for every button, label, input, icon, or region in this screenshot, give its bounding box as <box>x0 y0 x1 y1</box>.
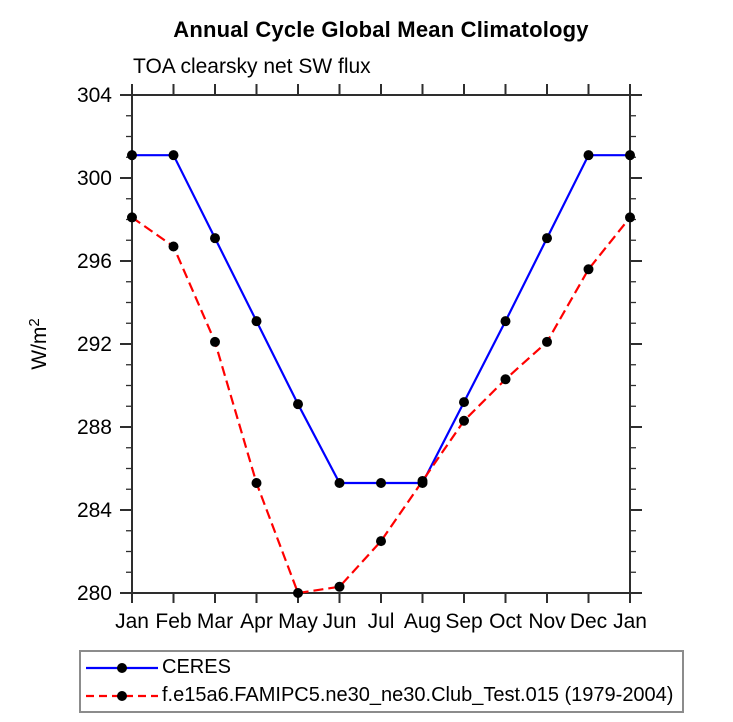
legend-item-model: f.e15a6.FAMIPC5.ne30_ne30.Club_Test.015 … <box>84 682 682 710</box>
x-tick-label: Apr <box>240 610 273 633</box>
data-point-series-1 <box>500 374 511 385</box>
x-tick-label: Dec <box>570 610 607 633</box>
series-line-0 <box>132 154 630 485</box>
legend: CERES f.e15a6.FAMIPC5.ne30_ne30.Club_Tes… <box>79 650 684 713</box>
y-tick-label: 288 <box>77 416 112 439</box>
x-tick-label: May <box>278 610 318 633</box>
y-tick-label: 292 <box>77 333 112 356</box>
legend-label-model: f.e15a6.FAMIPC5.ne30_ne30.Club_Test.015 … <box>162 684 674 706</box>
data-point-series-1 <box>625 212 635 223</box>
x-tick-label: Aug <box>404 610 441 633</box>
data-point-series-0 <box>334 478 345 489</box>
data-point-series-0 <box>293 399 303 410</box>
x-tick-label: Jan <box>115 610 149 633</box>
x-tick-label: Nov <box>528 610 566 633</box>
data-point-series-0 <box>542 233 552 244</box>
data-point-series-1 <box>251 478 262 489</box>
legend-line-sample-solid <box>86 662 158 673</box>
data-point-series-1 <box>459 415 469 426</box>
y-axis-label: W/m2 <box>26 318 51 370</box>
y-tick-label: 284 <box>77 499 112 522</box>
y-tick-label: 300 <box>77 167 112 190</box>
legend-item-ceres: CERES <box>84 654 682 682</box>
data-point-series-1 <box>376 536 386 547</box>
data-point-series-0 <box>251 316 262 327</box>
y-tick-label: 280 <box>77 582 112 605</box>
data-point-series-0 <box>625 150 635 161</box>
data-point-series-1 <box>293 588 303 598</box>
data-point-series-0 <box>210 233 220 244</box>
legend-label-ceres: CERES <box>162 656 231 678</box>
chart-title: Annual Cycle Global Mean Climatology <box>173 17 589 42</box>
data-point-series-0 <box>459 397 469 408</box>
data-point-series-0 <box>583 150 594 161</box>
data-point-series-1 <box>168 241 179 252</box>
data-point-series-1 <box>334 581 345 592</box>
data-point-series-0 <box>376 478 386 489</box>
chart-subtitle: TOA clearsky net SW flux <box>133 55 371 78</box>
data-point-series-1 <box>542 336 552 347</box>
y-tick-label: 296 <box>77 250 112 273</box>
y-tick-label: 304 <box>77 84 112 107</box>
data-point-series-1 <box>583 264 594 275</box>
plot-frame <box>131 94 631 594</box>
data-point-series-0 <box>500 316 511 327</box>
x-tick-label: Oct <box>489 610 522 633</box>
data-point-series-0 <box>168 150 179 161</box>
x-tick-label: Mar <box>197 610 233 633</box>
x-tick-label: Sep <box>445 610 482 633</box>
x-tick-label: Feb <box>155 610 191 633</box>
x-tick-label: Jan <box>613 610 647 633</box>
data-point-series-0 <box>127 150 137 161</box>
x-tick-label: Jul <box>368 610 395 633</box>
data-point-series-1 <box>417 475 428 486</box>
legend-line-sample-dashed <box>86 690 158 701</box>
data-point-series-1 <box>210 336 220 347</box>
x-tick-label: Jun <box>323 610 357 633</box>
data-point-series-1 <box>127 212 137 223</box>
